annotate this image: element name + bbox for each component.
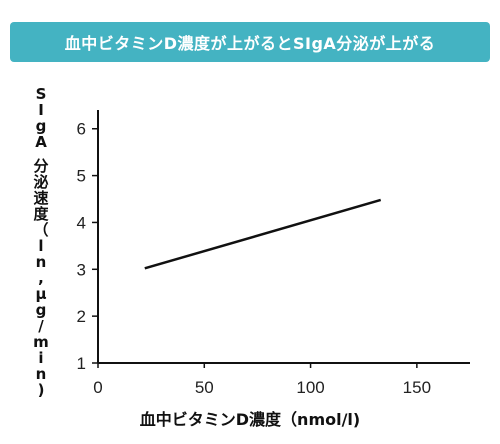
x-tick-label: 50 [195, 378, 214, 397]
y-tick-label: 1 [77, 354, 86, 373]
x-ticks: 0 50 100 150 [93, 363, 431, 397]
y-axis-label-char: g [35, 301, 47, 319]
y-axis-label-char: , [38, 269, 44, 287]
y-axis-label-char: I [38, 101, 44, 119]
y-axis-label-char: 度 [33, 205, 49, 223]
y-axis-label-char: i [38, 349, 44, 367]
chart-title: 血中ビタミンD濃度が上がるとSIgA分泌が上がる [64, 34, 436, 53]
series-group [144, 198, 382, 270]
x-axis-label: 血中ビタミンD濃度（nmol/l) [139, 410, 361, 429]
x-tick-label: 0 [93, 378, 102, 397]
y-ticks: 1 2 3 4 5 6 [77, 120, 98, 373]
series-line [144, 198, 382, 270]
y-axis-label-char: 泌 [33, 173, 49, 191]
y-axis-label-char: 分 [33, 157, 49, 175]
y-axis-label-char: μ [35, 285, 47, 303]
chart-title-banner: 血中ビタミンD濃度が上がるとSIgA分泌が上がる [10, 22, 490, 62]
y-axis-label-char: ) [37, 381, 45, 399]
y-axis-label-char: l [38, 237, 44, 255]
y-axis-label-char: n [35, 253, 47, 271]
y-tick-label: 6 [77, 120, 86, 139]
y-axis-label-char: S [35, 85, 47, 103]
y-axis-label-char: （ [33, 221, 49, 239]
y-axis-label-char: g [35, 117, 47, 135]
y-axis-label-char: 速 [33, 189, 49, 207]
y-axis-label-char: m [33, 333, 49, 351]
y-tick-label: 3 [77, 260, 86, 279]
y-axis-label-char: n [35, 365, 47, 383]
axes [97, 110, 470, 364]
y-tick-label: 5 [77, 167, 86, 186]
y-tick-label: 2 [77, 307, 86, 326]
y-axis-label-char: A [35, 133, 47, 151]
x-tick-label: 100 [296, 378, 324, 397]
y-axis-label-char: / [38, 317, 44, 335]
x-tick-label: 150 [403, 378, 431, 397]
y-tick-label: 4 [77, 213, 86, 232]
